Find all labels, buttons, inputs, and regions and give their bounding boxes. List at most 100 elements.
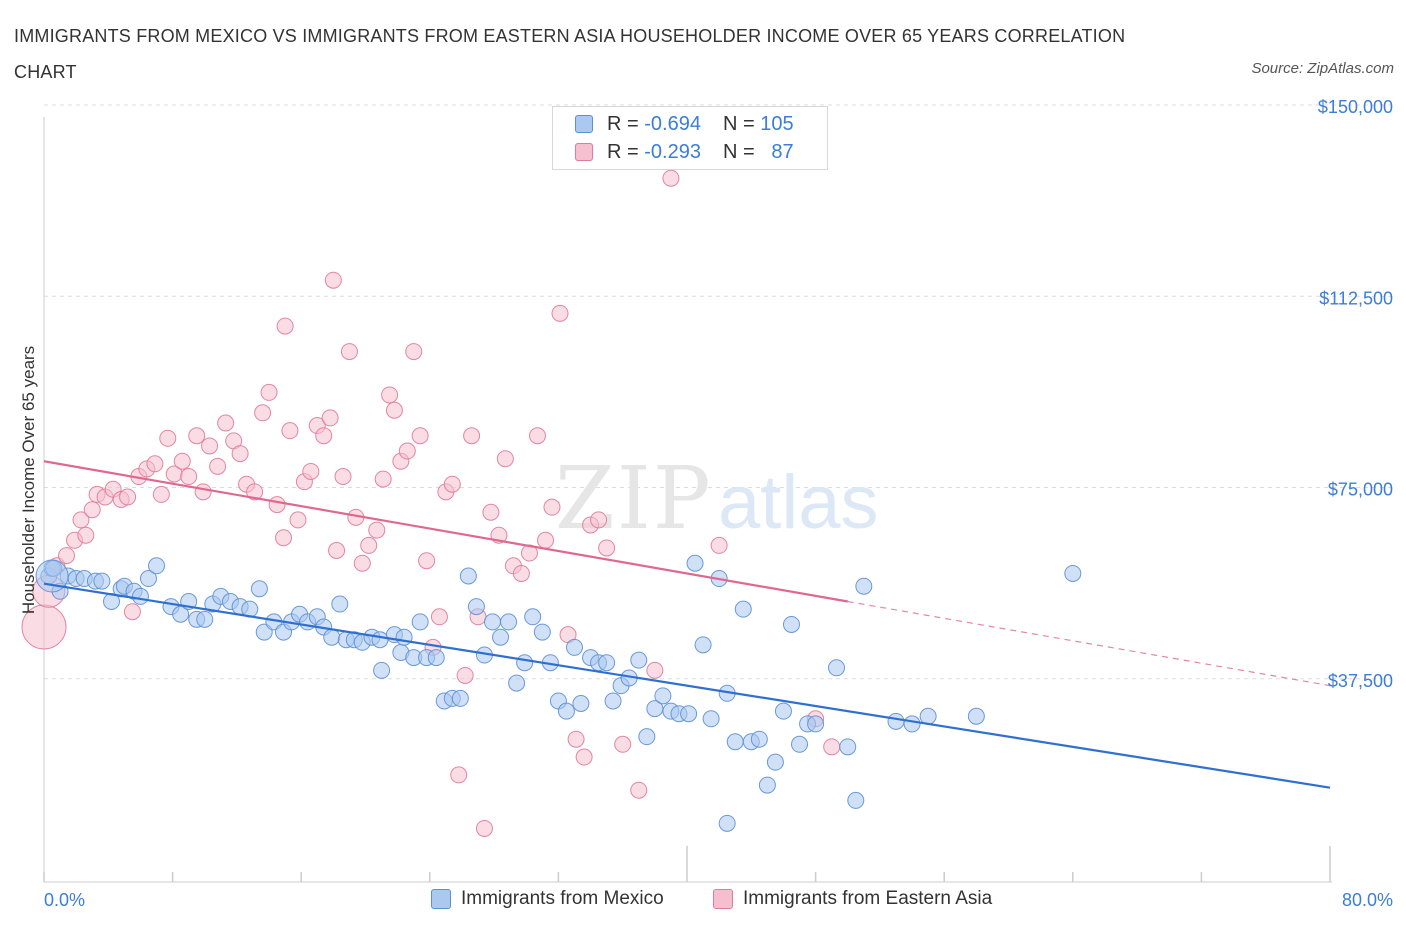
eastern-asia-point — [368, 521, 386, 539]
stats-legend: R = -0.694 N = 105 R = -0.293 N = 87 — [552, 106, 828, 170]
eastern-asia-point — [289, 511, 307, 529]
mexico-point — [1064, 564, 1082, 582]
mexico-point — [791, 735, 809, 753]
bottom-legend-mexico: Immigrants from Mexico — [431, 888, 664, 910]
mexico-point — [903, 715, 921, 733]
eastern-asia-point — [529, 427, 547, 445]
mexico-point — [533, 623, 551, 641]
bottom-legend-eastern-asia: Immigrants from Eastern Asia — [713, 888, 992, 910]
mexico-point — [750, 730, 768, 748]
eastern-asia-point — [260, 383, 278, 401]
eastern-asia-point — [398, 442, 416, 460]
eastern-asia-point — [231, 445, 249, 463]
legend-r-value: -0.694 — [644, 112, 701, 135]
mexico-point — [839, 738, 857, 756]
y-tick-label: $75,000 — [1328, 480, 1393, 500]
chart-title: IMMIGRANTS FROM MEXICO VS IMMIGRANTS FRO… — [14, 26, 1126, 82]
mexico-point — [451, 689, 469, 707]
mexico-point — [572, 695, 590, 712]
mexico-point — [702, 710, 720, 728]
legend-row-eastern-asia: R = -0.293 N = 87 — [575, 139, 794, 165]
mexico-point — [967, 707, 985, 725]
mexico-point — [758, 776, 776, 794]
legend-r-label: R = — [607, 140, 639, 163]
trend-line-eastern-asia — [43, 460, 848, 603]
mexico-point — [774, 702, 792, 720]
bottom-legend-swatch-eastern-asia — [713, 889, 733, 909]
eastern-asia-point — [188, 427, 206, 445]
eastern-asia-point — [374, 470, 392, 488]
eastern-asia-point — [385, 401, 403, 419]
mexico-point — [807, 715, 825, 733]
legend-swatch-mexico — [575, 115, 593, 133]
mexico-point — [500, 613, 518, 631]
eastern-asia-point — [217, 414, 235, 432]
mexico-point — [524, 608, 542, 626]
eastern-asia-point — [119, 488, 137, 506]
legend-n-label: N = — [722, 112, 755, 135]
mexico-point — [250, 580, 268, 598]
eastern-asia-point — [411, 427, 429, 445]
eastern-asia-point — [463, 427, 481, 445]
mexico-point — [93, 572, 111, 590]
eastern-asia-point — [710, 536, 728, 554]
eastern-asia-point — [123, 603, 141, 621]
mexico-point — [371, 631, 389, 649]
mexico-point — [855, 577, 873, 595]
mexico-point — [598, 654, 616, 672]
eastern-asia-point — [450, 766, 468, 784]
mexico-point — [782, 615, 800, 633]
eastern-asia-point — [321, 409, 339, 427]
eastern-asia-point — [83, 501, 101, 519]
eastern-asia-point — [537, 531, 555, 549]
mexico-point — [323, 628, 341, 646]
series-eastern-asia-points — [21, 169, 841, 837]
eastern-asia-point — [567, 730, 585, 748]
eastern-asia-point — [180, 468, 198, 486]
eastern-asia-point — [662, 169, 680, 187]
legend-swatch-eastern-asia — [575, 143, 593, 161]
mexico-point — [694, 636, 712, 654]
watermark-zip: ZIP — [555, 449, 713, 549]
eastern-asia-point — [246, 483, 264, 501]
mexico-point — [766, 753, 784, 771]
eastern-asia-point — [443, 475, 461, 493]
mexico-point — [827, 659, 845, 677]
eastern-asia-point — [543, 498, 561, 516]
trend-line-mexico — [43, 582, 1331, 789]
eastern-asia-point — [159, 429, 177, 447]
eastern-asia-point — [146, 455, 164, 473]
eastern-asia-point — [201, 437, 219, 455]
bottom-legend-label-mexico: Immigrants from Mexico — [461, 888, 664, 909]
eastern-asia-point — [275, 529, 293, 547]
eastern-asia-point — [152, 485, 170, 503]
eastern-asia-point — [194, 483, 212, 501]
legend-r-value: -0.293 — [644, 140, 701, 163]
eastern-asia-point — [430, 608, 448, 626]
mexico-point — [139, 570, 157, 588]
mexico-point — [630, 651, 648, 669]
mexico-point — [557, 702, 575, 720]
watermark-atlas: atlas — [718, 460, 879, 545]
eastern-asia-point — [823, 738, 841, 756]
eastern-asia-point — [268, 496, 286, 514]
eastern-asia-point — [381, 386, 399, 404]
source-label: Source: ZipAtlas.com — [1251, 60, 1394, 77]
legend-n-label: N = — [722, 140, 755, 163]
mexico-point — [847, 791, 865, 809]
mexico-point — [492, 628, 510, 646]
mexico-point — [919, 707, 937, 725]
eastern-asia-point — [475, 819, 493, 837]
x-tick-label-start: 0.0% — [44, 890, 86, 910]
axes — [43, 117, 1332, 883]
gridlines — [44, 104, 1392, 680]
eastern-asia-point — [598, 539, 616, 557]
bottom-legend-label-eastern-asia: Immigrants from Eastern Asia — [743, 888, 993, 909]
y-tick-label: $112,500 — [1319, 288, 1393, 308]
mexico-point — [686, 554, 704, 572]
y-tick-labels: $37,500 $75,000 $112,500 $150,000 — [1318, 97, 1393, 691]
legend-r-label: R = — [607, 112, 639, 135]
y-axis-label: Householder Income Over 65 years — [19, 346, 38, 614]
bottom-legend-swatch-mexico — [431, 889, 451, 909]
eastern-asia-point — [302, 462, 320, 480]
